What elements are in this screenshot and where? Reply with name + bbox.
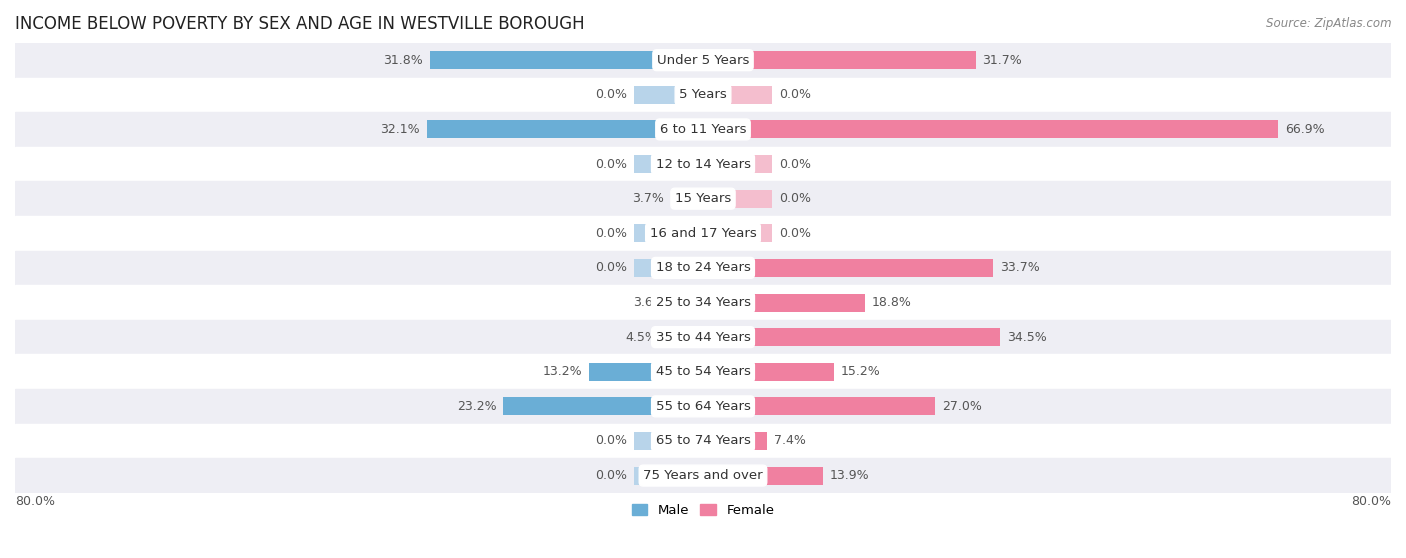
Bar	[15, 216, 1391, 251]
Text: 3.6%: 3.6%	[634, 296, 665, 309]
Text: 0.0%: 0.0%	[595, 88, 627, 102]
Text: 23.2%: 23.2%	[457, 400, 496, 413]
Text: 33.7%: 33.7%	[1000, 261, 1039, 275]
Bar	[503, 397, 703, 415]
Text: 0.0%: 0.0%	[779, 227, 811, 240]
Bar	[15, 181, 1391, 216]
Text: 18 to 24 Years: 18 to 24 Years	[655, 261, 751, 275]
Text: 13.2%: 13.2%	[543, 365, 582, 378]
Text: 31.7%: 31.7%	[983, 54, 1022, 67]
Bar	[15, 424, 1391, 458]
Bar	[634, 155, 703, 173]
Text: 0.0%: 0.0%	[595, 157, 627, 171]
Text: 6 to 11 Years: 6 to 11 Years	[659, 123, 747, 136]
Text: 31.8%: 31.8%	[382, 54, 423, 67]
Text: 0.0%: 0.0%	[595, 469, 627, 482]
Bar	[15, 285, 1391, 320]
Bar	[703, 432, 766, 450]
Text: 15 Years: 15 Years	[675, 192, 731, 205]
Text: 55 to 64 Years: 55 to 64 Years	[655, 400, 751, 413]
Bar	[703, 155, 772, 173]
Bar	[634, 259, 703, 277]
Text: INCOME BELOW POVERTY BY SEX AND AGE IN WESTVILLE BOROUGH: INCOME BELOW POVERTY BY SEX AND AGE IN W…	[15, 15, 585, 33]
Text: 0.0%: 0.0%	[595, 261, 627, 275]
Text: 45 to 54 Years: 45 to 54 Years	[655, 365, 751, 378]
Bar	[634, 86, 703, 104]
Text: 25 to 34 Years: 25 to 34 Years	[655, 296, 751, 309]
Bar	[15, 320, 1391, 354]
Text: 3.7%: 3.7%	[633, 192, 664, 205]
Text: 0.0%: 0.0%	[779, 88, 811, 102]
Bar	[15, 43, 1391, 78]
Text: 5 Years: 5 Years	[679, 88, 727, 102]
Bar	[671, 190, 703, 208]
Bar	[703, 224, 772, 242]
Bar	[15, 354, 1391, 389]
Text: 32.1%: 32.1%	[381, 123, 420, 136]
Bar	[703, 121, 1278, 138]
Bar	[703, 294, 865, 311]
Bar	[15, 112, 1391, 147]
Text: Source: ZipAtlas.com: Source: ZipAtlas.com	[1267, 17, 1392, 30]
Text: 4.5%: 4.5%	[626, 331, 658, 344]
Text: 27.0%: 27.0%	[942, 400, 981, 413]
Bar	[703, 259, 993, 277]
Bar	[589, 363, 703, 381]
Bar	[15, 78, 1391, 112]
Text: 13.9%: 13.9%	[830, 469, 869, 482]
Bar	[672, 294, 703, 311]
Text: 75 Years and over: 75 Years and over	[643, 469, 763, 482]
Bar	[664, 328, 703, 346]
Bar	[703, 363, 834, 381]
Bar	[427, 121, 703, 138]
Bar	[703, 328, 1000, 346]
Text: 65 to 74 Years: 65 to 74 Years	[655, 435, 751, 448]
Bar	[634, 432, 703, 450]
Bar	[15, 251, 1391, 285]
Bar	[15, 458, 1391, 493]
Bar	[703, 397, 935, 415]
Text: 66.9%: 66.9%	[1285, 123, 1324, 136]
Text: 80.0%: 80.0%	[15, 494, 55, 508]
Bar	[634, 224, 703, 242]
Text: 34.5%: 34.5%	[1007, 331, 1046, 344]
Text: 0.0%: 0.0%	[595, 227, 627, 240]
Legend: Male, Female: Male, Female	[626, 499, 780, 522]
Text: 18.8%: 18.8%	[872, 296, 911, 309]
Text: 16 and 17 Years: 16 and 17 Years	[650, 227, 756, 240]
Text: 15.2%: 15.2%	[841, 365, 880, 378]
Bar	[703, 466, 823, 484]
Text: 0.0%: 0.0%	[595, 435, 627, 448]
Text: 12 to 14 Years: 12 to 14 Years	[655, 157, 751, 171]
Text: 0.0%: 0.0%	[779, 157, 811, 171]
Text: 0.0%: 0.0%	[779, 192, 811, 205]
Text: 35 to 44 Years: 35 to 44 Years	[655, 331, 751, 344]
Bar	[15, 147, 1391, 181]
Bar	[703, 190, 772, 208]
Text: 80.0%: 80.0%	[1351, 494, 1391, 508]
Bar	[429, 51, 703, 69]
Bar	[634, 466, 703, 484]
Bar	[703, 86, 772, 104]
Bar	[15, 389, 1391, 424]
Text: 7.4%: 7.4%	[773, 435, 806, 448]
Text: Under 5 Years: Under 5 Years	[657, 54, 749, 67]
Bar	[703, 51, 976, 69]
